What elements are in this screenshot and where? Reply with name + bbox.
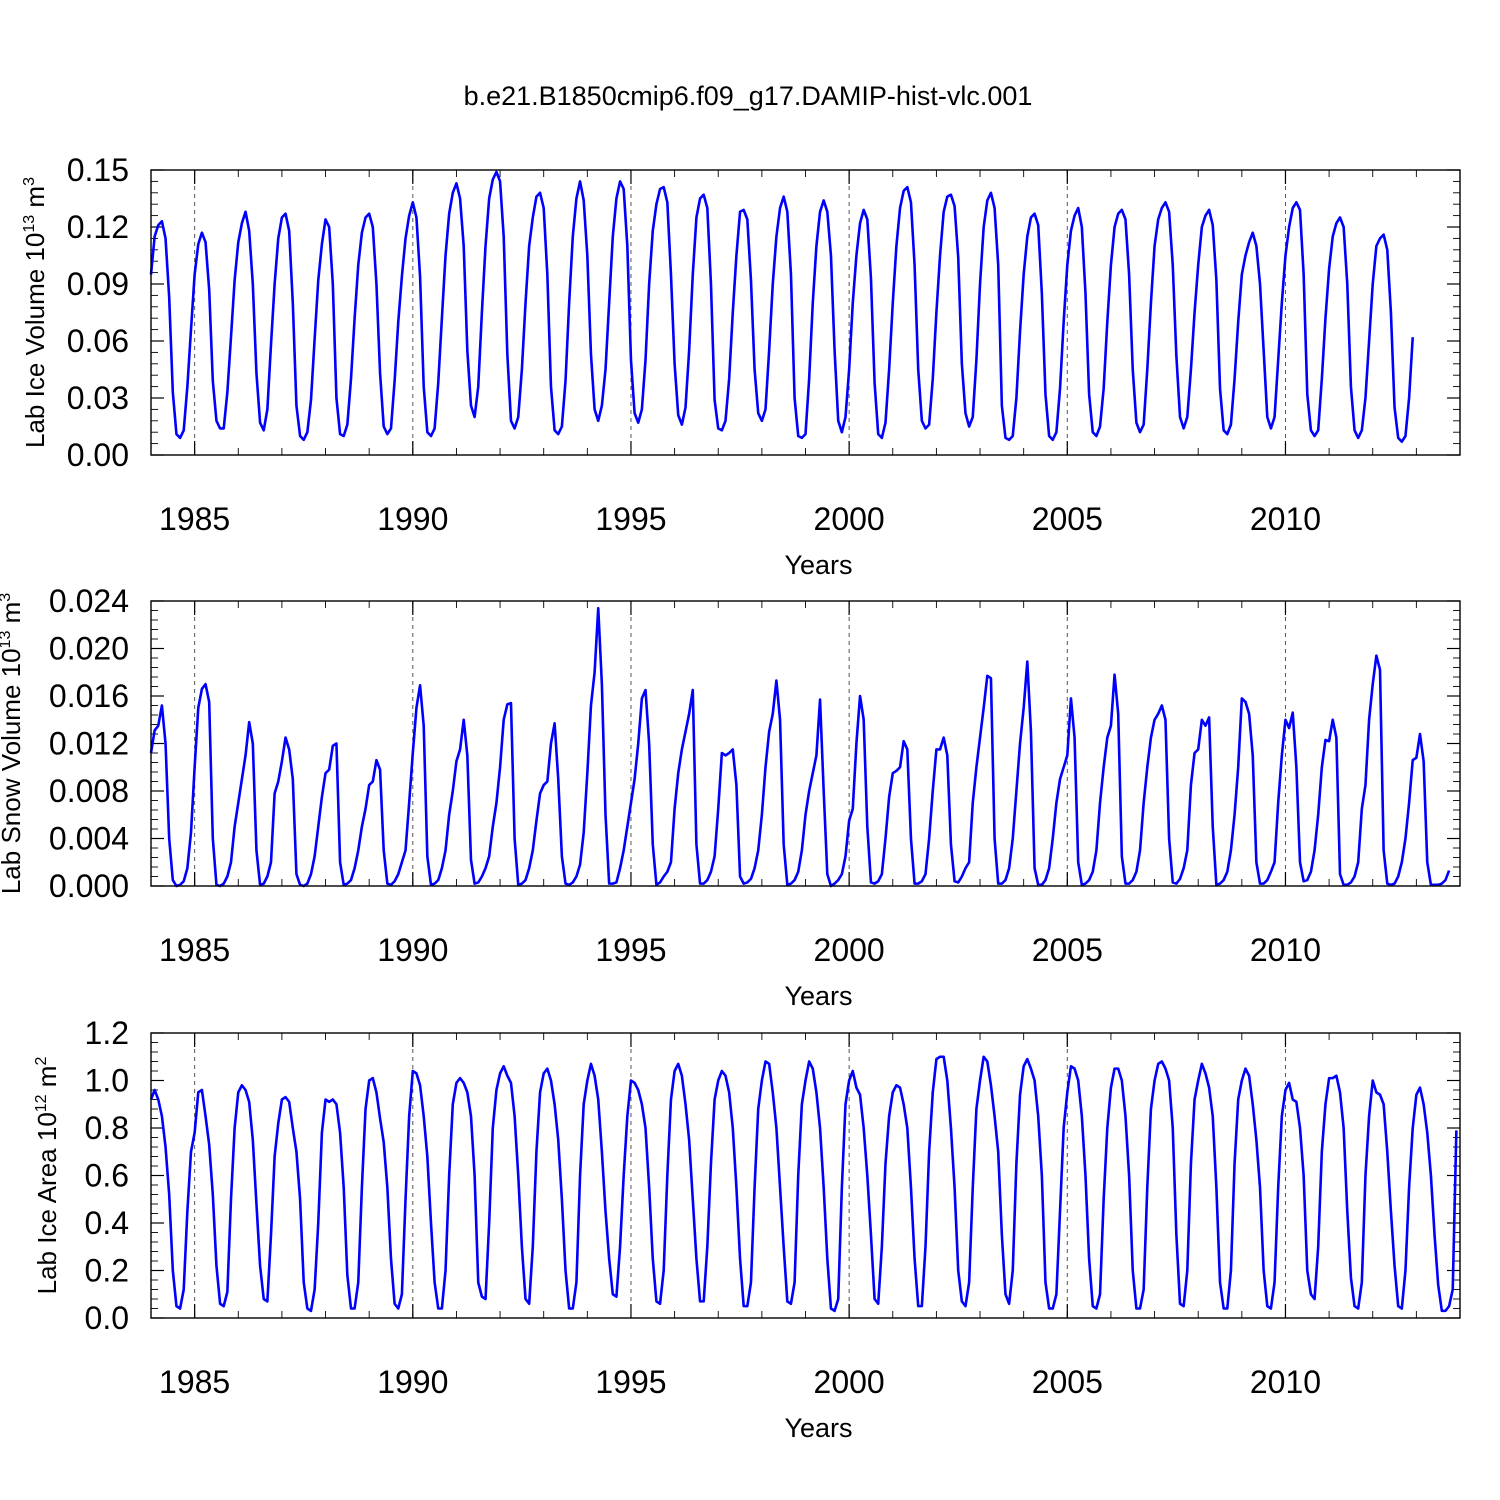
x-tick-label: 2005 [1032, 501, 1103, 537]
y-tick-label: 0.8 [85, 1110, 129, 1146]
plot-frame [150, 600, 1461, 887]
plot-frame [150, 1032, 1461, 1319]
x-tick-label: 2005 [1032, 1364, 1103, 1400]
chart-panel-2: 0.000 0.004 0.008 0.012 0.016 0.020 0.024 1985 1… [0, 583, 1461, 1011]
x-tick-label: 1995 [595, 501, 666, 537]
plot-frame [150, 169, 1461, 456]
x-tick-label: 2000 [814, 932, 885, 968]
x-tick-label: 2010 [1250, 1364, 1321, 1400]
y-axis-label: Lab Ice Area 1012 m2 [32, 1057, 62, 1295]
y-tick-label: 0.12 [67, 209, 129, 245]
x-axis-label: Years [784, 1413, 852, 1443]
x-axis-label: Years [784, 981, 852, 1011]
y-axis-label: Lab Ice Volume 1013 m3 [20, 177, 50, 448]
y-axis-label: Lab Snow Volume 1013 m3 [0, 593, 26, 894]
y-tick-label: 0.00 [67, 437, 129, 473]
series-line-2 [149, 606, 1451, 888]
series-line-1 [149, 170, 1415, 444]
y-tick-label: 0.09 [67, 266, 129, 302]
x-tick-label: 1995 [595, 1364, 666, 1400]
x-tick-label: 1985 [159, 501, 230, 537]
y-tick-label: 0.024 [49, 583, 129, 619]
x-tick-label: 1990 [377, 501, 448, 537]
x-axis-label: Years [784, 550, 852, 580]
x-tick-label: 2005 [1032, 932, 1103, 968]
figure-title: b.e21.B1850cmip6.f09_g17.DAMIP-hist-vlc.… [464, 81, 1033, 111]
chart-panel-1: 0.00 0.03 0.06 0.09 0.12 0.15 1985 1990 1995 2000… [20, 152, 1461, 580]
y-tick-label: 0.6 [85, 1158, 129, 1194]
chart-panel-3: 0.0 0.2 0.4 0.6 0.8 1.0 1.2 1985 1990 1995 2000 200… [32, 1015, 1461, 1443]
y-tick-label: 0.004 [49, 821, 129, 857]
x-tick-label: 1995 [595, 932, 666, 968]
y-tick-label: 0.0 [85, 1300, 129, 1336]
y-tick-label: 0.000 [49, 868, 129, 904]
x-tick-label: 1985 [159, 1364, 230, 1400]
x-tick-label: 1990 [377, 1364, 448, 1400]
x-tick-label: 2000 [814, 1364, 885, 1400]
y-tick-label: 0.020 [49, 631, 129, 667]
x-tick-label: 2000 [814, 501, 885, 537]
x-tick-label: 1990 [377, 932, 448, 968]
series-line-3 [149, 1055, 1458, 1313]
y-tick-label: 0.008 [49, 773, 129, 809]
y-tick-label: 0.03 [67, 380, 129, 416]
x-tick-label: 2010 [1250, 501, 1321, 537]
x-tick-label: 2010 [1250, 932, 1321, 968]
y-tick-label: 1.0 [85, 1063, 129, 1099]
y-tick-label: 0.016 [49, 678, 129, 714]
x-tick-label: 1985 [159, 932, 230, 968]
y-tick-label: 0.15 [67, 152, 129, 188]
y-tick-label: 0.2 [85, 1253, 129, 1289]
y-tick-label: 0.4 [85, 1205, 129, 1241]
y-tick-label: 0.06 [67, 323, 129, 359]
y-tick-label: 0.012 [49, 726, 129, 762]
y-tick-label: 1.2 [85, 1015, 129, 1051]
